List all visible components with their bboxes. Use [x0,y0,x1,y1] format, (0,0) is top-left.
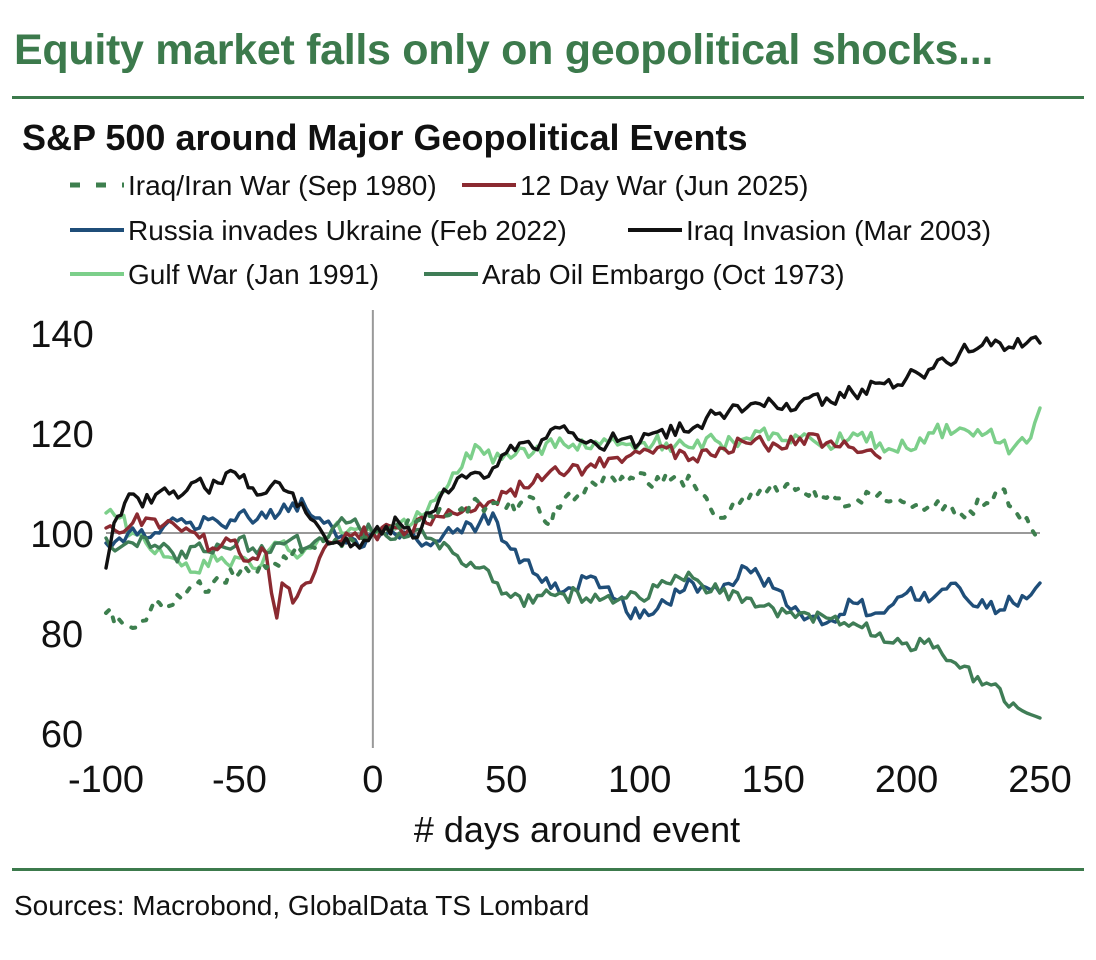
x-tick-label: 100 [608,759,671,801]
chart-title: S&P 500 around Major Geopolitical Events [22,117,748,158]
y-axis-ticks: 140 120 100 80 60 [30,314,93,756]
legend-label: Iraq Invasion (Mar 2003) [686,215,991,246]
x-tick-label: -50 [212,759,267,801]
x-tick-label: 150 [741,759,804,801]
legend: Iraq/Iran War (Sep 1980) 12 Day War (Jun … [70,170,991,290]
y-tick-label: 140 [30,314,93,356]
series-line-5 [104,516,1042,720]
x-tick-label: 250 [1008,759,1071,801]
x-tick-label: 200 [875,759,938,801]
x-tick-label: 50 [485,759,527,801]
legend-label: Arab Oil Embargo (Oct 1973) [482,259,845,290]
series-line-3 [104,335,1042,570]
series-line-1 [104,432,882,620]
x-tick-label: 0 [362,759,383,801]
y-tick-label: 120 [30,414,93,456]
legend-label: Iraq/Iran War (Sep 1980) [128,170,437,201]
source-note: Sources: Macrobond, GlobalData TS Lombar… [14,890,590,921]
y-tick-label: 100 [30,514,93,556]
series-line-0 [104,471,1042,630]
y-tick-label: 80 [41,614,83,656]
x-axis-label: # days around event [414,809,740,850]
chart: Iraq/Iran War (Sep 1980) 12 Day War (Jun … [30,170,1072,850]
x-axis-ticks: -100 -50 0 50 100 150 200 250 [68,759,1072,801]
reference-lines [106,310,1040,748]
series-layer [104,335,1042,720]
headline: Equity market falls only on geopolitical… [14,26,994,74]
legend-label: 12 Day War (Jun 2025) [520,170,808,201]
legend-label: Russia invades Ukraine (Feb 2022) [128,215,567,246]
bottom-divider [12,868,1084,871]
top-divider [12,96,1084,99]
legend-label: Gulf War (Jan 1991) [128,259,379,290]
x-tick-label: -100 [68,759,144,801]
y-tick-label: 60 [41,714,83,756]
series-line-4 [104,406,1042,575]
